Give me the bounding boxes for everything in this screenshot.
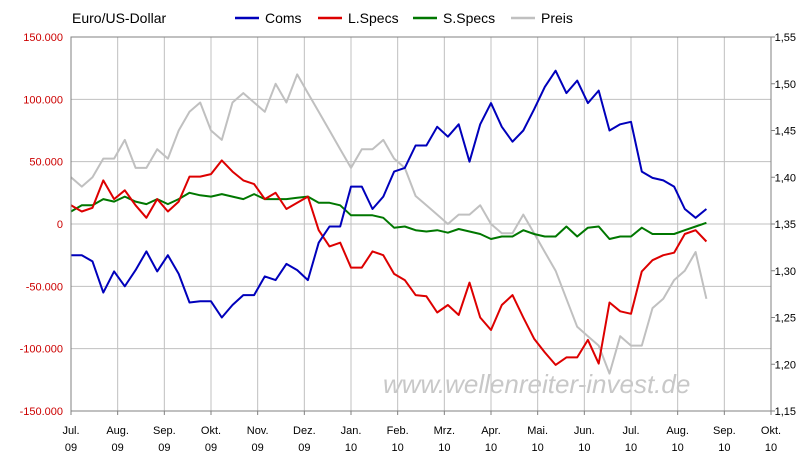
x-tick-label-year: 09 [298,442,310,454]
x-tick-label-year: 10 [718,442,730,454]
y-left-tick-label: 0 [57,219,63,231]
y-right-tick-label: 1,15 [775,406,796,418]
x-tick-label-year: 10 [392,442,404,454]
y-left-tick-label: 50.000 [29,157,63,169]
y-right-tick-label: 1,30 [775,266,796,278]
x-tick-label-month: Jun. [574,425,595,437]
x-tick-label-year: 09 [112,442,124,454]
legend-label-preis: Preis [541,10,573,26]
x-tick-label-year: 09 [158,442,170,454]
x-tick-label-year: 10 [485,442,497,454]
x-tick-label-month: Aug. [666,425,689,437]
y-right-tick-label: 1,55 [775,32,796,44]
y-left-tick-label: 150.000 [23,32,63,44]
x-tick-label-month: Sep. [153,425,176,437]
x-tick-label-year: 10 [578,442,590,454]
x-tick-label-month: Sep. [713,425,736,437]
y-left-tick-label: -150.000 [20,406,63,418]
series-line-l-specs [70,159,708,366]
x-tick-label-month: Okt. [761,425,781,437]
x-tick-label-year: 10 [532,442,544,454]
series-line-coms [71,69,708,319]
y-right-tick-label: 1,40 [775,172,796,184]
x-tick-label-month: Mai. [527,425,548,437]
y-left-tick-label: -50.000 [26,281,63,293]
y-right-tick-label: 1,50 [775,79,796,91]
legend-label-s-specs: S.Specs [443,10,495,26]
axes: Jul. 09 Aug. 09 Sep. 09 Okt. 09 Nov. 09 Dez. 09 Jan.… [20,32,796,454]
y-left-tick-label: -100.000 [20,344,63,356]
y-left-tick-label: 100.000 [23,94,63,106]
x-tick-label-month: Jan. [341,425,362,437]
x-tick-label-month: Apr. [481,425,501,437]
x-tick-label-month: Mrz. [434,425,455,437]
chart-title: Euro/US-Dollar [72,10,166,26]
y-right-tick-label: 1,35 [775,219,796,231]
x-tick-label-month: Feb. [387,425,409,437]
x-tick-label-year: 09 [205,442,217,454]
x-tick-label-year: 10 [345,442,357,454]
y-right-tick-label: 1,45 [775,126,796,138]
legend: Coms L.Specs S.Specs Preis [235,10,573,26]
legend-label-l-specs: L.Specs [348,10,399,26]
x-tick-label-year: 10 [672,442,684,454]
x-tick-label-month: Dez. [293,425,316,437]
x-tick-label-year: 09 [65,442,77,454]
x-tick-label-year: 09 [252,442,264,454]
x-tick-label-month: Jul. [622,425,639,437]
x-tick-label-month: Okt. [201,425,221,437]
x-tick-label-month: Jul. [62,425,79,437]
x-tick-label-year: 10 [765,442,777,454]
y-right-tick-label: 1,20 [775,359,796,371]
series-line-s-specs [70,191,707,240]
x-tick-label-month: Nov. [247,425,269,437]
y-right-tick-label: 1,25 [775,313,796,325]
x-tick-label-year: 10 [438,442,450,454]
series-lines [70,69,708,375]
x-tick-label-year: 10 [625,442,637,454]
legend-label-coms: Coms [265,10,302,26]
watermark: www.wellenreiter-invest.de [383,369,690,399]
x-tick-label-month: Aug. [106,425,129,437]
